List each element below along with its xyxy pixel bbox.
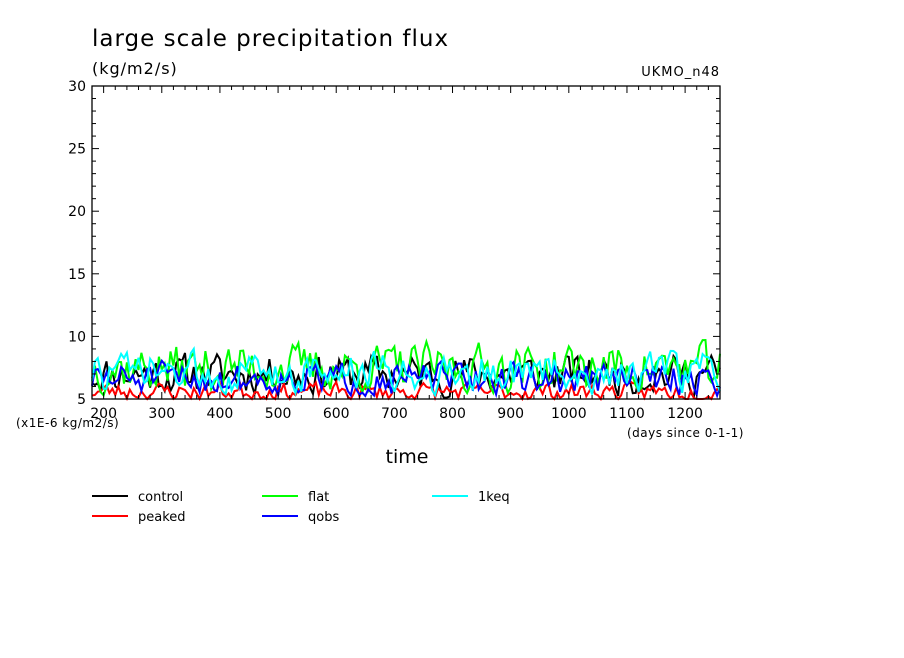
- chart-title: large scale precipitation flux: [92, 26, 449, 52]
- x-tick-label: 600: [323, 406, 350, 422]
- y-tick-label: 30: [68, 79, 86, 95]
- x-tick-label: 500: [265, 406, 292, 422]
- model-label: UKMO_n48: [641, 65, 720, 80]
- x-tick-label: 200: [90, 406, 117, 422]
- series-line-qobs: [91, 358, 721, 399]
- plot-frame: [91, 85, 721, 400]
- y-tick-label: 10: [68, 329, 86, 345]
- x-tick-label: 1000: [551, 406, 587, 422]
- y-tick-label: 20: [68, 204, 86, 220]
- series-line-1keq: [91, 346, 721, 398]
- x-tick-label: 1200: [667, 406, 703, 422]
- legend-label-flat: flat: [308, 490, 329, 505]
- y-tick-label: 25: [68, 142, 86, 158]
- x-tick-label: 300: [148, 406, 175, 422]
- legend: control flat 1keq peaked qobs: [92, 490, 510, 525]
- series-layer: [91, 338, 721, 402]
- legend-label-qobs: qobs: [308, 510, 339, 525]
- x-tick-label: 800: [439, 406, 466, 422]
- x-tick-label: 900: [497, 406, 524, 422]
- legend-label-1keq: 1keq: [478, 490, 510, 505]
- x-tick-label: 400: [207, 406, 234, 422]
- x-units-note: (days since 0-1-1): [627, 426, 744, 440]
- legend-label-control: control: [138, 490, 183, 505]
- units-label: (kg/m2/s): [92, 59, 178, 78]
- axis-layer: 5 10 15 20 25 30 200 300 400 500 600 700 800 900 1000 1…: [68, 79, 721, 422]
- x-tick-label: 700: [381, 406, 408, 422]
- y-tick-label: 5: [77, 392, 86, 408]
- y-tick-label: 15: [68, 267, 86, 283]
- y-scale-note: (x1E-6 kg/m2/s): [16, 416, 119, 430]
- legend-label-peaked: peaked: [138, 510, 186, 525]
- x-tick-label: 1100: [609, 406, 645, 422]
- x-axis-label: time: [386, 446, 429, 468]
